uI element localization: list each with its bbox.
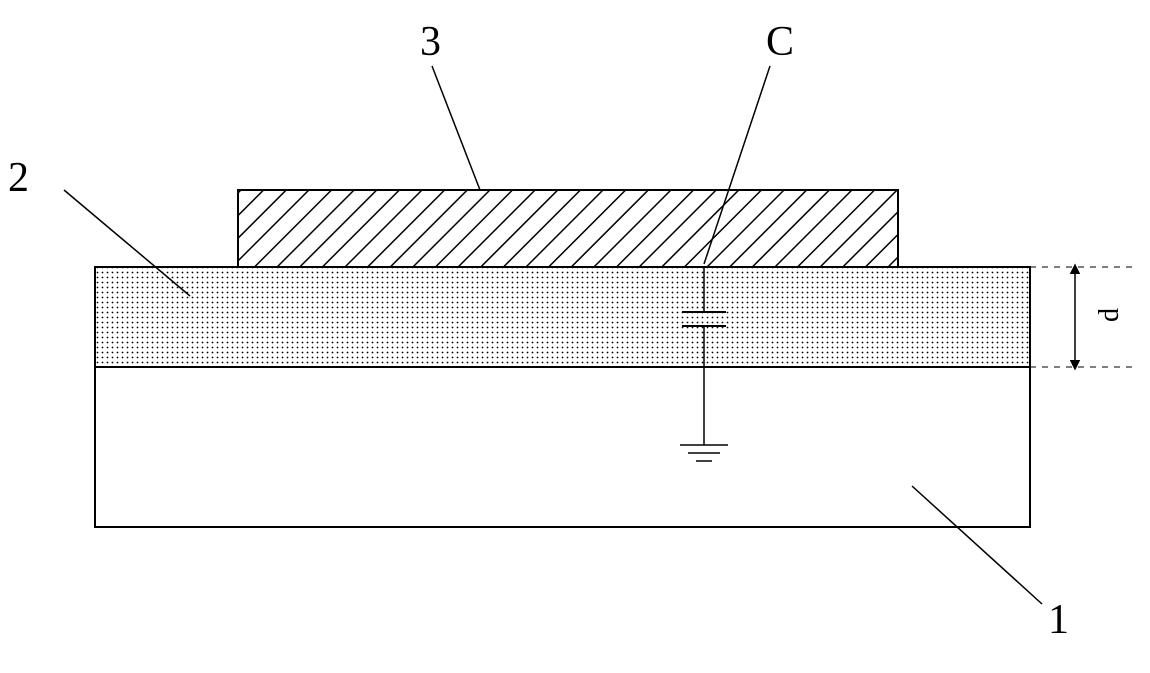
- label-1: 1: [1048, 596, 1069, 644]
- label-d: d: [1094, 308, 1126, 322]
- substrate-layer: [95, 367, 1030, 527]
- dielectric-layer: [95, 267, 1030, 367]
- label-C: C: [766, 18, 794, 66]
- diagram-canvas: 3 C 2 1 d: [0, 0, 1150, 673]
- leader-3: [432, 66, 480, 190]
- top-electrode: [238, 190, 898, 267]
- label-2: 2: [8, 154, 29, 202]
- diagram-svg: [0, 0, 1150, 673]
- label-3: 3: [420, 18, 441, 66]
